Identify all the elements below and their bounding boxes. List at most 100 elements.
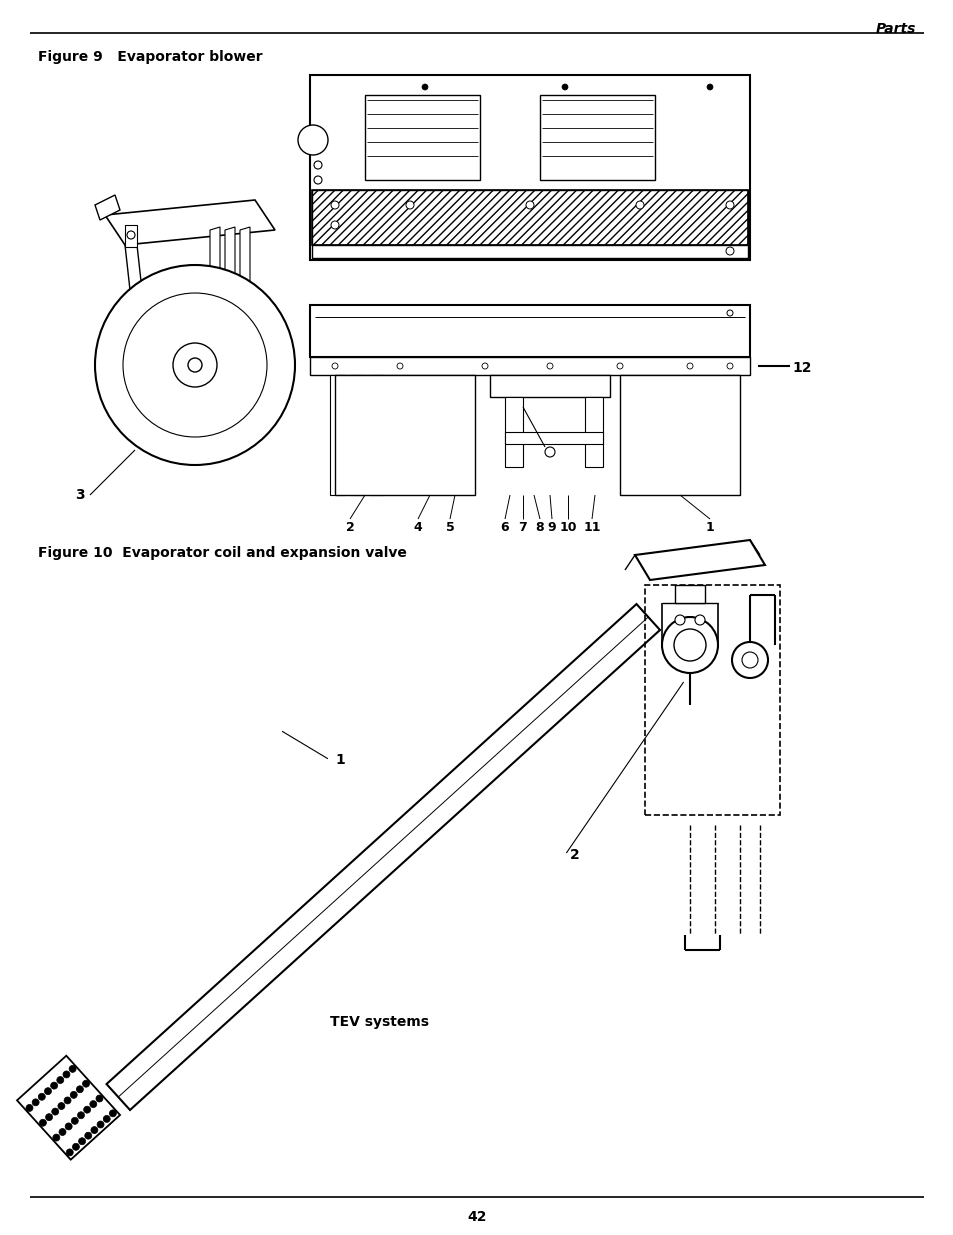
Circle shape [65, 1123, 72, 1130]
Bar [584, 396, 602, 467]
Text: Figure 10  Evaporator coil and expansion valve: Figure 10 Evaporator coil and expansion … [38, 546, 406, 559]
Text: Parts: Parts [875, 22, 915, 36]
Text: 2: 2 [345, 521, 354, 534]
Circle shape [617, 363, 622, 369]
Polygon shape [17, 1056, 120, 1160]
Circle shape [314, 161, 322, 169]
Circle shape [725, 247, 733, 254]
Circle shape [85, 1132, 91, 1139]
Circle shape [91, 1126, 98, 1134]
Circle shape [57, 1077, 64, 1083]
Bar [644, 585, 780, 815]
Circle shape [525, 201, 534, 209]
Text: 3: 3 [75, 488, 85, 501]
Circle shape [52, 1134, 60, 1141]
Polygon shape [225, 227, 234, 350]
Circle shape [661, 618, 718, 673]
Circle shape [46, 1114, 52, 1120]
Circle shape [695, 615, 704, 625]
Circle shape [123, 293, 267, 437]
Circle shape [76, 1086, 83, 1093]
Text: 10: 10 [558, 521, 577, 534]
Text: Figure 9   Evaporator blower: Figure 9 Evaporator blower [38, 49, 262, 64]
Circle shape [172, 343, 216, 387]
Circle shape [58, 1103, 65, 1109]
Circle shape [71, 1118, 78, 1124]
Text: 12: 12 [791, 361, 811, 375]
Bar [125, 225, 137, 247]
Circle shape [26, 1104, 33, 1112]
Bar [504, 396, 522, 467]
Circle shape [72, 1144, 79, 1150]
Circle shape [396, 363, 402, 369]
Circle shape [546, 363, 553, 369]
Circle shape [69, 1066, 76, 1072]
Bar [312, 190, 747, 245]
Bar [675, 585, 704, 603]
Circle shape [84, 1107, 91, 1113]
Circle shape [421, 84, 428, 90]
Bar [312, 245, 747, 258]
Circle shape [103, 1115, 111, 1123]
Polygon shape [56, 1099, 120, 1160]
Circle shape [64, 1097, 71, 1104]
Circle shape [59, 1129, 66, 1135]
Text: 1: 1 [335, 753, 344, 767]
Circle shape [686, 363, 692, 369]
Polygon shape [240, 227, 250, 350]
Circle shape [332, 363, 337, 369]
Circle shape [297, 125, 328, 156]
Circle shape [51, 1108, 59, 1115]
Circle shape [726, 310, 732, 316]
Circle shape [726, 363, 732, 369]
Circle shape [63, 1071, 70, 1078]
Circle shape [127, 231, 135, 240]
Circle shape [45, 1088, 51, 1094]
Circle shape [561, 84, 567, 90]
Polygon shape [107, 604, 659, 1110]
Circle shape [83, 1081, 90, 1087]
Bar [310, 357, 749, 375]
Polygon shape [210, 227, 220, 350]
Circle shape [96, 1095, 103, 1102]
Circle shape [406, 201, 414, 209]
Circle shape [66, 1149, 73, 1156]
Text: 42: 42 [467, 1210, 486, 1224]
Bar [539, 95, 655, 180]
Bar [619, 375, 740, 495]
Circle shape [51, 1082, 57, 1089]
Circle shape [675, 615, 684, 625]
Text: 7: 7 [518, 521, 527, 534]
Circle shape [314, 177, 322, 184]
Circle shape [78, 1137, 86, 1145]
Text: 1: 1 [705, 521, 714, 534]
Circle shape [32, 1099, 39, 1105]
Circle shape [673, 629, 705, 661]
Circle shape [38, 1093, 45, 1100]
Bar [350, 375, 364, 495]
Polygon shape [125, 245, 147, 335]
Text: 9: 9 [547, 521, 556, 534]
Text: 8: 8 [536, 521, 544, 534]
Circle shape [95, 266, 294, 466]
Polygon shape [95, 195, 120, 220]
Text: 11: 11 [582, 521, 600, 534]
Circle shape [188, 358, 202, 372]
Bar [365, 95, 479, 180]
Circle shape [731, 642, 767, 678]
Circle shape [331, 221, 338, 228]
Circle shape [97, 1121, 104, 1128]
Bar [312, 190, 747, 245]
Circle shape [544, 447, 555, 457]
Bar [335, 375, 475, 495]
Bar [310, 305, 749, 357]
Text: 4: 4 [414, 521, 422, 534]
Text: 2: 2 [569, 848, 579, 862]
Bar [310, 75, 749, 261]
Bar [490, 375, 609, 396]
Circle shape [90, 1100, 96, 1108]
Circle shape [110, 1110, 116, 1116]
Circle shape [725, 201, 733, 209]
Bar [370, 375, 384, 495]
Text: TEV systems: TEV systems [330, 1015, 429, 1029]
